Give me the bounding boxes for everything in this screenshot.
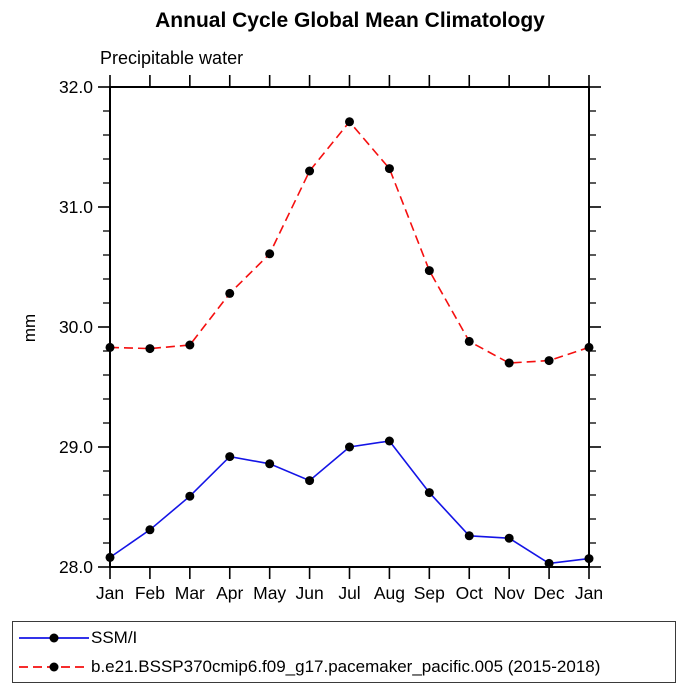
x-tick-label: Oct (456, 583, 483, 603)
y-tick-label: 32.0 (59, 77, 93, 97)
data-point-1-Sep (424, 266, 434, 276)
data-point-0-Oct (464, 531, 474, 541)
legend-item-ssmi: SSM/I (19, 623, 675, 652)
data-point-1-May (265, 249, 275, 259)
data-point-1-Jan (584, 342, 594, 352)
x-tick-label: Dec (534, 583, 565, 603)
data-point-0-Sep (424, 488, 434, 498)
data-point-0-Apr (225, 452, 235, 462)
data-point-0-Mar (185, 491, 195, 501)
data-point-1-Jul (345, 117, 354, 127)
x-tick-label: Jun (295, 583, 323, 603)
legend-marker-dot (49, 633, 59, 642)
x-tick-label: Jan (575, 583, 603, 603)
ssmi-line-sample (19, 633, 89, 642)
y-tick-label: 31.0 (59, 197, 93, 217)
series-line-1 (109, 120, 590, 364)
data-point-1-Feb (145, 344, 155, 354)
series-line-0 (109, 440, 590, 565)
legend-box: SSM/I b.e21.BSSP370cmip6.f09_g17.pacemak… (12, 621, 676, 683)
y-tick-label: 28.0 (59, 557, 93, 577)
data-point-1-Mar (185, 340, 195, 350)
x-tick-label: Mar (175, 583, 205, 603)
y-tick-label: 30.0 (59, 317, 93, 337)
x-tick-label: May (253, 583, 286, 603)
x-tick-label: Apr (216, 583, 243, 603)
x-tick-label: Jul (338, 583, 360, 603)
data-point-0-May (265, 459, 275, 469)
data-point-1-Apr (225, 288, 235, 298)
data-point-0-Feb (145, 525, 155, 535)
data-point-1-Oct (464, 336, 474, 346)
data-point-1-Jun (305, 166, 315, 176)
data-point-0-Dec (544, 558, 554, 568)
x-tick-label: Sep (414, 583, 445, 603)
chart-title: Annual Cycle Global Mean Climatology (155, 9, 545, 32)
data-point-0-Jan (584, 554, 594, 564)
data-point-0-Jun (305, 476, 315, 486)
x-tick-label: Aug (374, 583, 405, 603)
data-point-0-Jul (345, 442, 354, 452)
chart-subtitle: Precipitable water (100, 48, 244, 68)
data-point-1-Nov (504, 358, 514, 368)
y-tick-label: 29.0 (59, 437, 93, 457)
data-point-0-Jan (105, 552, 115, 562)
x-tick-label: Nov (494, 583, 525, 603)
data-point-0-Nov (504, 533, 514, 543)
plot-border (109, 86, 590, 568)
legend-marker-dot (49, 662, 59, 671)
model-line-sample (19, 662, 89, 671)
legend-label-model: b.e21.BSSP370cmip6.f09_g17.pacemaker_pac… (91, 656, 601, 676)
legend-item-model: b.e21.BSSP370cmip6.f09_g17.pacemaker_pac… (19, 652, 675, 681)
data-point-0-Aug (384, 436, 394, 446)
legend-label-ssmi: SSM/I (91, 627, 138, 647)
data-point-1-Jan (105, 342, 115, 352)
x-tick-label: Feb (135, 583, 165, 603)
data-point-1-Aug (384, 164, 394, 174)
data-point-1-Dec (544, 356, 554, 366)
x-tick-label: Jan (96, 583, 124, 603)
